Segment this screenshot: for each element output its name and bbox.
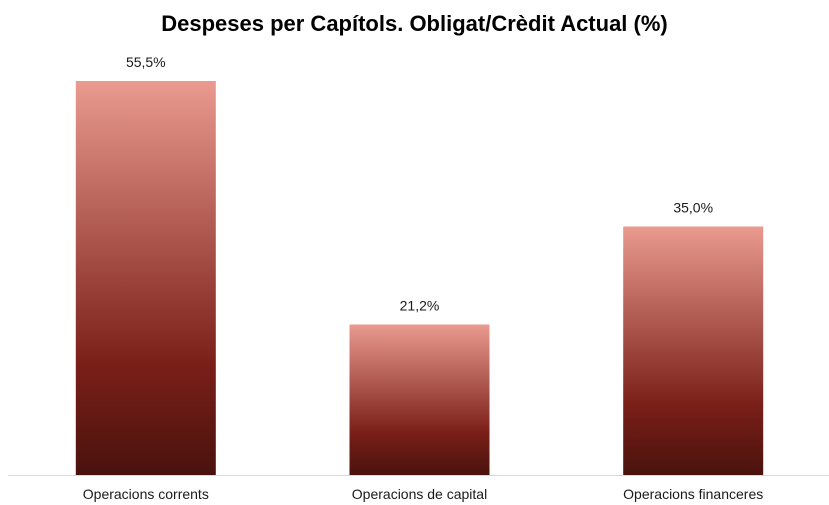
labels-group: 55,5% Operacions corrents 21,2% Operacions … xyxy=(83,54,763,502)
data-label: 21,2% xyxy=(400,298,440,314)
category-label: Operacions corrents xyxy=(83,486,209,502)
bar xyxy=(349,324,490,475)
chart-title: Despeses per Capítols. Obligat/Crèdit Ac… xyxy=(161,11,668,36)
category-label: Operacions de capital xyxy=(352,486,487,502)
bars-group xyxy=(75,81,764,475)
bar xyxy=(75,81,216,475)
data-label: 55,5% xyxy=(126,54,166,70)
bar xyxy=(623,226,764,475)
data-label: 35,0% xyxy=(673,200,713,216)
category-label: Operacions financeres xyxy=(623,486,763,502)
